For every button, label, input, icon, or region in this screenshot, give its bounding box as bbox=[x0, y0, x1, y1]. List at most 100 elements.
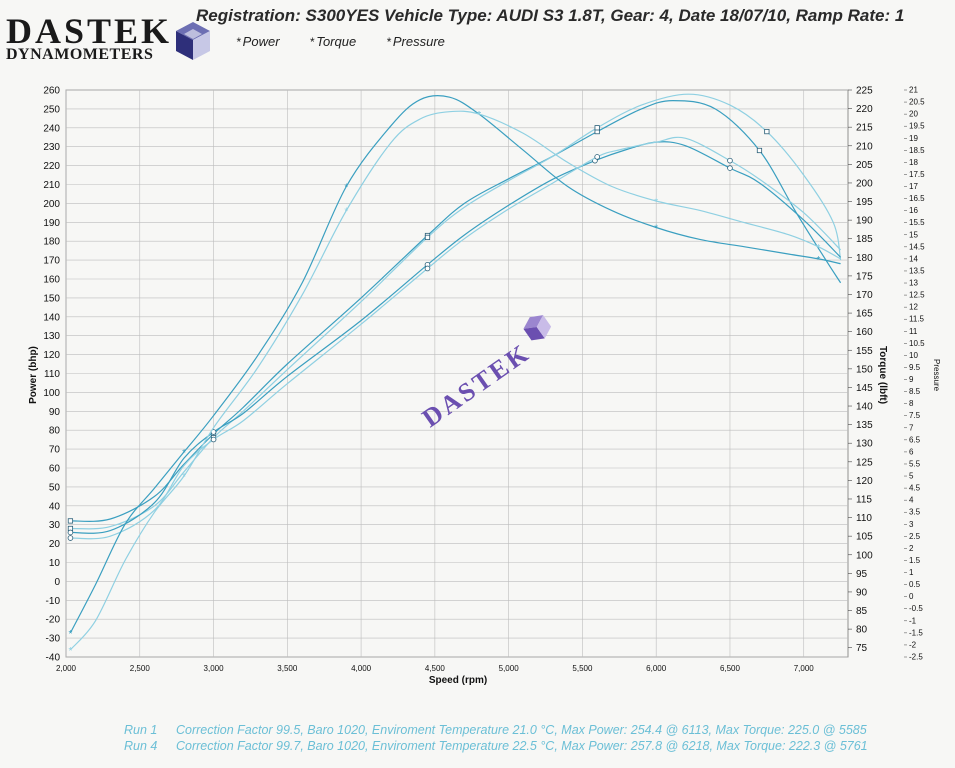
series-torque-run4-line bbox=[70, 136, 842, 540]
y-tick-label-left: 190 bbox=[43, 218, 60, 229]
y-tick-label-right2: 6.5 bbox=[909, 435, 921, 444]
y-tick-label-right: 225 bbox=[856, 86, 873, 97]
y-tick-label-right2: 14.5 bbox=[909, 242, 925, 251]
y-tick-label-right: 110 bbox=[856, 513, 872, 524]
y-tick-label-right2: 5.5 bbox=[909, 459, 921, 468]
y-tick-label-right2: 2.5 bbox=[909, 532, 921, 541]
series-power-run4-point bbox=[594, 125, 600, 131]
y-tick-label-right: 85 bbox=[856, 606, 868, 617]
series-pressure-run4-point: * bbox=[68, 646, 72, 657]
legend-marker: * bbox=[386, 35, 391, 49]
y-tick-label-left: 260 bbox=[43, 86, 60, 97]
y-tick-label-right: 135 bbox=[856, 420, 873, 431]
y-tick-label-right2: 20.5 bbox=[909, 98, 925, 107]
y-axis-right-ticks: 225 220 215 210 205 200 195 190 185 180 175 170 165 1… bbox=[848, 86, 873, 654]
y-axis-right2-title: Pressure bbox=[932, 359, 941, 392]
y-tick-label-right2: 9.5 bbox=[909, 363, 921, 372]
y-tick-label-right: 105 bbox=[856, 532, 873, 543]
y-tick-label-right: 115 bbox=[856, 494, 872, 505]
x-tick-label: 5,000 bbox=[499, 664, 520, 673]
watermark-cube-icon bbox=[523, 315, 552, 341]
y-tick-label-right: 80 bbox=[856, 625, 868, 636]
legend-item-torque: * Torque bbox=[310, 34, 357, 49]
y-tick-label-right: 190 bbox=[856, 216, 873, 227]
series-power-run1-point bbox=[67, 518, 74, 524]
y-tick-label-left: 10 bbox=[49, 558, 61, 569]
y-tick-label-right: 145 bbox=[856, 383, 873, 394]
run-details: Correction Factor 99.5, Baro 1020, Envir… bbox=[176, 723, 867, 737]
series-pressure-run1-point: * bbox=[344, 183, 348, 194]
legend-label: Power bbox=[242, 34, 280, 49]
run-name: Run 4 bbox=[124, 739, 158, 753]
x-tick-label: 4,500 bbox=[425, 664, 446, 673]
run-summary: Run 1 Correction Factor 99.5, Baro 1020, … bbox=[124, 722, 868, 754]
series-torque-run4-point bbox=[594, 154, 600, 160]
y-tick-label-right: 75 bbox=[856, 643, 868, 654]
y-tick-label-right2: 19.5 bbox=[909, 122, 925, 131]
y-tick-label-right: 130 bbox=[856, 439, 873, 450]
y-tick-label-right2: 8.5 bbox=[909, 387, 921, 396]
y-tick-label-right2: 14 bbox=[909, 254, 918, 263]
y-tick-label-left: -40 bbox=[46, 653, 61, 664]
y-tick-label-left: 170 bbox=[43, 256, 60, 267]
y-tick-label-left: 160 bbox=[43, 275, 60, 286]
y-tick-label-right: 180 bbox=[856, 253, 873, 264]
x-tick-label: 4,000 bbox=[351, 664, 372, 673]
y-tick-label-left: 250 bbox=[43, 104, 60, 115]
y-tick-label-left: 80 bbox=[49, 426, 61, 437]
series-torque-run4-point bbox=[210, 436, 217, 443]
y-tick-label-right: 170 bbox=[856, 290, 873, 301]
y-tick-label-right2: 3.5 bbox=[909, 508, 921, 517]
series-torque-run4-point bbox=[424, 265, 431, 272]
y-tick-label-right2: 8 bbox=[909, 399, 914, 408]
y-tick-label-right2: -2 bbox=[909, 640, 917, 649]
y-tick-label-right: 205 bbox=[856, 160, 873, 171]
legend-item-power: * Power bbox=[236, 34, 280, 49]
y-tick-label-left: 200 bbox=[43, 199, 60, 210]
series-pressure-run4-point: * bbox=[344, 207, 348, 218]
y-axis-right2-ticks: 2120.52019.51918.51817.51716.51615.51514… bbox=[904, 86, 925, 662]
series-pressure-run4-point: * bbox=[477, 110, 481, 121]
y-tick-label-right2: 11.5 bbox=[909, 315, 925, 324]
y-tick-label-right2: 3 bbox=[909, 520, 914, 529]
series-pressure-run1-point: * bbox=[654, 224, 658, 235]
legend-marker: * bbox=[309, 35, 315, 49]
y-tick-label-left: -30 bbox=[46, 634, 61, 645]
series-power-run1-line bbox=[70, 99, 842, 522]
y-tick-label-left: -20 bbox=[46, 615, 61, 626]
y-tick-label-right2: 4 bbox=[909, 496, 914, 505]
y-tick-label-right2: 5 bbox=[909, 472, 914, 481]
y-tick-label-left: 220 bbox=[43, 161, 60, 172]
y-tick-label-right2: 12 bbox=[909, 303, 918, 312]
y-tick-label-right: 95 bbox=[856, 569, 868, 580]
y-tick-label-left: 40 bbox=[49, 501, 61, 512]
y-tick-label-right: 125 bbox=[856, 457, 873, 468]
y-tick-label-right: 220 bbox=[856, 104, 873, 115]
chart-grid bbox=[65, 89, 849, 658]
legend: * Power * Torque * Pressure bbox=[236, 34, 445, 49]
y-tick-label-left: 240 bbox=[43, 123, 60, 134]
y-tick-label-right2: 10 bbox=[909, 351, 918, 360]
series-pressure-run1-point: * bbox=[68, 629, 72, 640]
y-tick-label-left: 180 bbox=[43, 237, 60, 248]
y-tick-label-right: 185 bbox=[856, 234, 873, 245]
y-tick-label-right: 215 bbox=[856, 123, 873, 134]
y-tick-label-left: 210 bbox=[43, 180, 60, 191]
run-summary-row: Run 4 Correction Factor 99.7, Baro 1020, … bbox=[124, 738, 868, 754]
run-summary-row: Run 1 Correction Factor 99.5, Baro 1020, … bbox=[124, 722, 868, 738]
series-torque-run4-point bbox=[727, 157, 733, 164]
series-torque-run1-point bbox=[727, 165, 733, 171]
run-name: Run 1 bbox=[124, 723, 158, 737]
y-tick-label-left: 70 bbox=[49, 445, 61, 456]
y-tick-label-right2: 9 bbox=[909, 375, 914, 384]
series-power-run4-point bbox=[424, 234, 431, 241]
y-tick-label-right2: -1 bbox=[909, 616, 917, 625]
dastek-logo: DASTEK DYNAMOMETERS bbox=[6, 13, 169, 64]
series-pressure-run1-point: * bbox=[182, 448, 186, 459]
y-tick-label-right2: 15.5 bbox=[909, 218, 925, 227]
x-axis-ticks: 2,000 2,500 3,000 3,500 4,000 4,500 5,000 5,500… bbox=[56, 664, 814, 673]
y-tick-label-left: 230 bbox=[43, 142, 60, 153]
y-tick-label-right2: 17.5 bbox=[909, 170, 925, 179]
x-tick-label: 3,500 bbox=[277, 664, 298, 673]
